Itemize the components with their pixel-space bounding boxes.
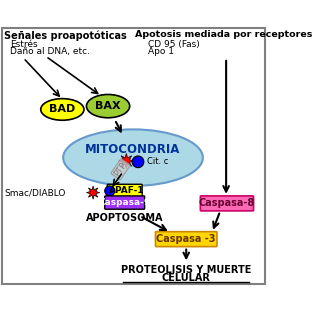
Text: Cit. c: Cit. c <box>147 157 169 166</box>
Polygon shape <box>86 186 100 199</box>
Text: PTP: PTP <box>112 160 129 178</box>
Ellipse shape <box>86 95 130 118</box>
Text: Smac/DIABLO: Smac/DIABLO <box>4 188 65 197</box>
Text: APAF-1: APAF-1 <box>108 186 144 195</box>
FancyBboxPatch shape <box>200 196 254 211</box>
Ellipse shape <box>63 129 203 186</box>
Text: Apotosis mediada por receptores: Apotosis mediada por receptores <box>135 31 312 40</box>
Text: APOPTOSOMA: APOPTOSOMA <box>86 213 163 223</box>
Circle shape <box>132 156 144 168</box>
Circle shape <box>105 186 115 196</box>
Text: Estrés: Estrés <box>10 40 38 49</box>
Text: BAD: BAD <box>49 105 75 115</box>
FancyBboxPatch shape <box>107 184 142 197</box>
Text: MITOCONDRIA: MITOCONDRIA <box>85 143 181 156</box>
Text: Caspasa-9: Caspasa-9 <box>99 198 151 207</box>
Ellipse shape <box>41 99 84 120</box>
Text: CELULAR: CELULAR <box>162 273 211 283</box>
Text: Daño al DNA, etc.: Daño al DNA, etc. <box>10 47 90 56</box>
FancyBboxPatch shape <box>105 196 145 209</box>
Text: PROTEOLISIS Y MUERTE: PROTEOLISIS Y MUERTE <box>121 265 251 275</box>
Polygon shape <box>119 154 134 168</box>
Text: Caspasa -3: Caspasa -3 <box>156 234 216 244</box>
Text: CD 95 (Fas): CD 95 (Fas) <box>148 40 200 49</box>
FancyBboxPatch shape <box>155 232 217 246</box>
Text: Señales proapotóticas: Señales proapotóticas <box>4 31 127 41</box>
Text: BAX: BAX <box>95 101 121 111</box>
Text: Apo 1: Apo 1 <box>148 47 174 56</box>
Text: Caspasa-8: Caspasa-8 <box>199 198 255 208</box>
